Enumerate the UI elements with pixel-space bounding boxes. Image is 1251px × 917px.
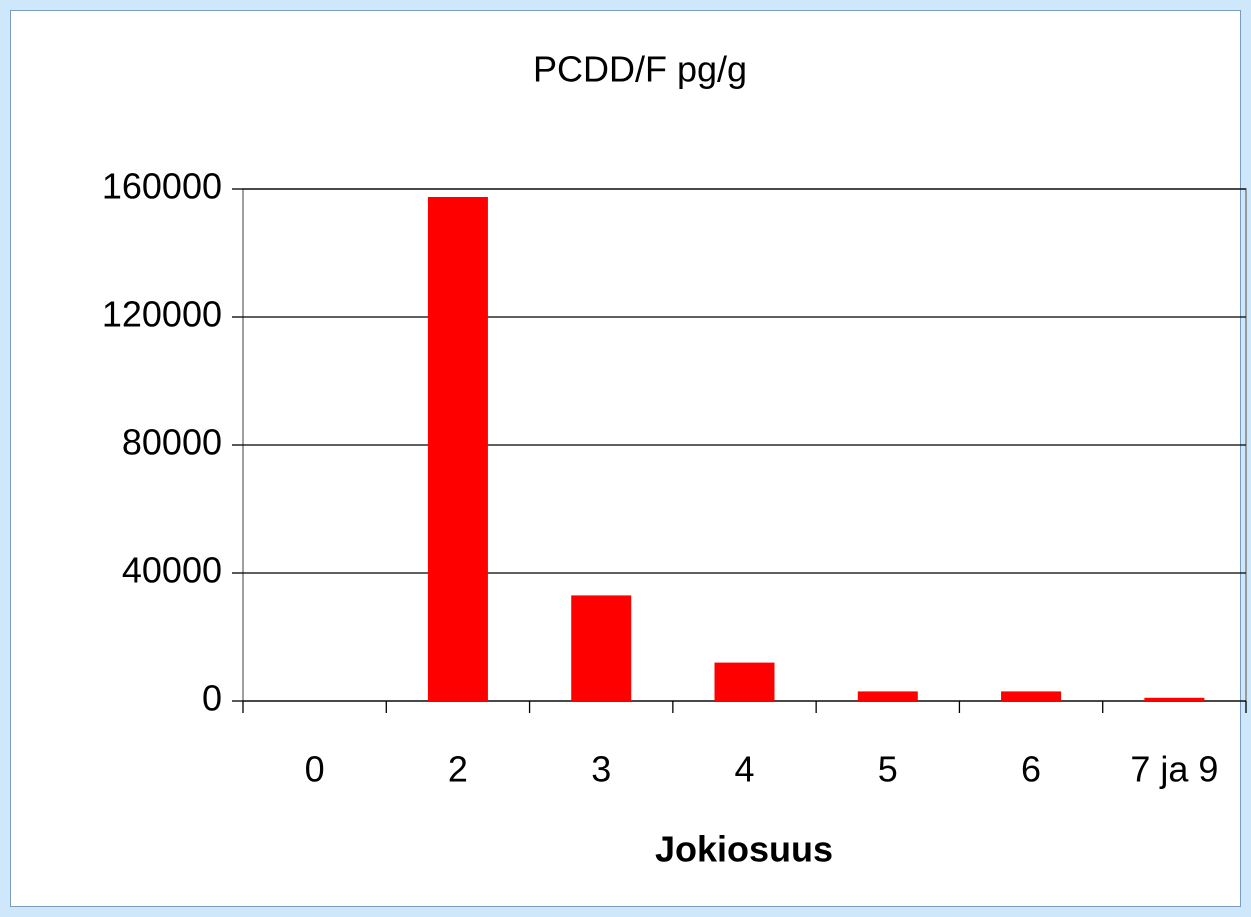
- bar: [857, 691, 918, 701]
- bar: [1144, 697, 1205, 701]
- x-tick-label: 4: [734, 749, 754, 790]
- y-tick-label: 120000: [102, 294, 222, 335]
- y-tick-label: 80000: [122, 422, 222, 463]
- x-tick-label: 5: [878, 749, 898, 790]
- y-tick-label: 0: [202, 678, 222, 719]
- x-tick-label: 2: [448, 749, 468, 790]
- bar: [714, 662, 775, 701]
- x-tick-label: 6: [1021, 749, 1041, 790]
- chart-panel: [10, 10, 1241, 907]
- x-tick-label: 7 ja 9: [1130, 749, 1218, 790]
- x-tick-label: 0: [305, 749, 325, 790]
- x-tick-label: 3: [591, 749, 611, 790]
- x-axis-title: Jokiosuus: [655, 829, 833, 870]
- bar: [427, 197, 488, 701]
- bar: [1001, 691, 1062, 701]
- chart-title: PCDD/F pg/g: [533, 49, 747, 90]
- bar: [571, 595, 632, 701]
- y-tick-label: 40000: [122, 550, 222, 591]
- y-tick-label: 160000: [102, 166, 222, 207]
